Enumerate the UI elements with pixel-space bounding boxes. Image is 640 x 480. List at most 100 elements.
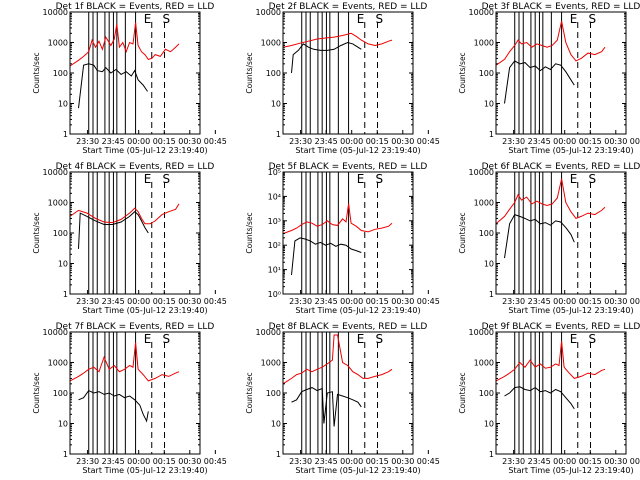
y-tick-label: 10⁴ xyxy=(268,192,281,201)
y-axis-label: Counts/sec xyxy=(458,372,467,413)
x-tick-label: 00:30 xyxy=(604,457,627,466)
annotation-label: S xyxy=(589,172,597,186)
x-tick-label: 00:30 xyxy=(391,457,414,466)
y-tick-label: 10 xyxy=(58,100,68,109)
y-tick-label: 10 xyxy=(271,420,281,429)
series-lld-line xyxy=(282,334,393,385)
series-events-line xyxy=(504,213,575,259)
annotation-label: E xyxy=(357,172,365,186)
series-lld-line xyxy=(282,32,393,48)
y-tick-label: 10000 xyxy=(469,8,494,17)
x-tick-label: 00:00 xyxy=(553,297,576,306)
x-tick-label: 23:30 xyxy=(502,137,525,146)
x-tick-label: 00:45 xyxy=(417,457,440,466)
series-events-line xyxy=(504,60,575,104)
y-axis-label: Counts/sec xyxy=(32,372,41,413)
y-tick-label: 100 xyxy=(53,229,68,238)
annotation-label: E xyxy=(144,172,152,186)
y-tick-label: 1000 xyxy=(261,39,281,48)
y-tick-label: 10 xyxy=(484,260,494,269)
x-tick-label: 00:45 xyxy=(417,137,440,146)
y-tick-label: 10⁰ xyxy=(268,290,281,299)
x-tick-label: 00:30 xyxy=(178,457,201,466)
series-lld-line xyxy=(69,203,180,225)
x-tick-label: 00:15 xyxy=(153,137,176,146)
x-tick-label: 00:15 xyxy=(153,457,176,466)
y-axis-label: Counts/sec xyxy=(32,52,41,93)
y-tick-label: 1000 xyxy=(474,39,494,48)
x-tick-label: 00:00 xyxy=(340,137,363,146)
series-lld-line xyxy=(495,178,606,225)
y-tick-label: 10 xyxy=(271,100,281,109)
series-lld-line xyxy=(495,21,606,66)
annotation-label: S xyxy=(589,12,597,26)
x-tick-label: 23:30 xyxy=(76,297,99,306)
series-lld-line xyxy=(69,22,180,67)
x-tick-label: 23:45 xyxy=(315,297,338,306)
annotation-label: S xyxy=(376,12,384,26)
y-tick-label: 10000 xyxy=(256,328,281,337)
y-tick-label: 100 xyxy=(53,389,68,398)
annotation-label: E xyxy=(144,12,152,26)
y-axis-label: Counts/sec xyxy=(458,52,467,93)
x-tick-label: 00:00 xyxy=(553,137,576,146)
y-tick-label: 10³ xyxy=(268,217,281,226)
x-tick-label: 00:45 xyxy=(417,297,440,306)
x-tick-label: 00:15 xyxy=(579,297,602,306)
series-events-line xyxy=(291,387,362,427)
plot-frame xyxy=(282,331,414,455)
annotation-label: E xyxy=(144,332,152,346)
annotation-label: S xyxy=(163,332,171,346)
y-tick-label: 10000 xyxy=(469,168,494,177)
annotation-label: S xyxy=(163,172,171,186)
x-tick-label: 00:30 xyxy=(391,137,414,146)
y-tick-label: 1000 xyxy=(48,359,68,368)
panel-title: Det 5f BLACK = Events, RED = LLD xyxy=(269,162,428,172)
y-tick-label: 10¹ xyxy=(268,266,281,275)
plot-frame xyxy=(282,171,414,295)
panel-title: Det 3f BLACK = Events, RED = LLD xyxy=(482,2,640,12)
x-tick-label: 23:45 xyxy=(315,137,338,146)
y-tick-label: 100 xyxy=(479,69,494,78)
x-tick-label: 23:45 xyxy=(102,297,125,306)
y-tick-label: 10 xyxy=(58,260,68,269)
y-axis-label: Counts/sec xyxy=(245,212,254,253)
x-tick-label: 00:15 xyxy=(579,137,602,146)
x-tick-label: 23:45 xyxy=(102,457,125,466)
annotation-label: S xyxy=(589,332,597,346)
x-tick-label: 00:45 xyxy=(630,137,640,146)
x-axis-label: Start Time (05-Jul-12 23:19:40) xyxy=(295,306,420,315)
series-events-line xyxy=(504,386,575,410)
x-tick-label: 00:45 xyxy=(204,137,227,146)
y-tick-label: 1000 xyxy=(474,359,494,368)
y-tick-label: 10000 xyxy=(256,8,281,17)
y-tick-label: 100 xyxy=(479,389,494,398)
x-tick-label: 23:30 xyxy=(289,297,312,306)
x-tick-label: 00:00 xyxy=(340,297,363,306)
x-tick-label: 00:45 xyxy=(204,297,227,306)
y-tick-label: 100 xyxy=(266,389,281,398)
y-tick-label: 1 xyxy=(63,130,68,139)
plot-frame xyxy=(282,11,414,135)
x-tick-label: 00:45 xyxy=(630,457,640,466)
y-tick-label: 10² xyxy=(268,241,281,250)
y-tick-label: 1000 xyxy=(261,359,281,368)
y-tick-label: 1 xyxy=(489,450,494,459)
y-tick-label: 10000 xyxy=(469,328,494,337)
y-tick-label: 10000 xyxy=(43,8,68,17)
y-tick-label: 1000 xyxy=(48,39,68,48)
y-axis-label: Counts/sec xyxy=(32,212,41,253)
y-tick-label: 100 xyxy=(479,229,494,238)
plot-frame xyxy=(69,171,201,295)
x-axis-label: Start Time (05-Jul-12 23:19:40) xyxy=(508,146,633,155)
y-tick-label: 100 xyxy=(266,69,281,78)
panel-title: Det 6f BLACK = Events, RED = LLD xyxy=(482,162,640,172)
y-tick-label: 10000 xyxy=(43,168,68,177)
